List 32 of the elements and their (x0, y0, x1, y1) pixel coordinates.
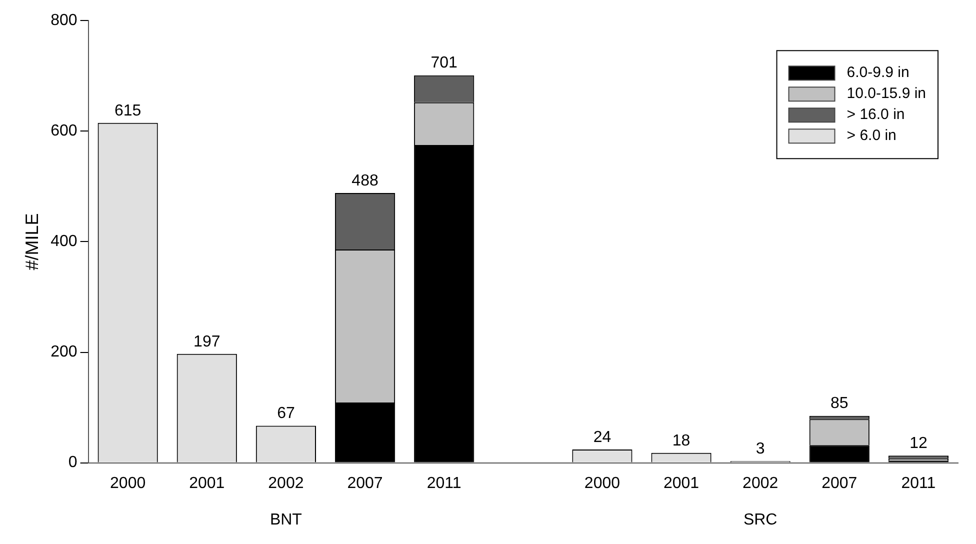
x-tick-label: 2000 (584, 474, 620, 492)
total-label: 615 (114, 102, 142, 120)
total-label: 3 (756, 440, 765, 458)
x-tick-label: 2007 (822, 474, 858, 492)
y-tick-label: 600 (50, 122, 78, 140)
text: SRC (743, 511, 778, 528)
x-tick-label: 2001 (663, 474, 700, 492)
y-axis-title: #/MILE (22, 213, 42, 270)
y-tick-label: 800 (50, 12, 78, 30)
x-tick-label: 2002 (268, 474, 304, 492)
total-label: 18 (672, 432, 690, 450)
total-label: 24 (593, 428, 612, 446)
legend-label: > 16.0 in (846, 106, 905, 124)
total-label: 12 (910, 435, 928, 452)
legend-label: 10.0-15.9 in (846, 85, 926, 102)
x-tick-label: 2007 (347, 474, 383, 492)
x-tick-label: 2011 (901, 474, 936, 492)
x-tick-label: 2011 (426, 474, 462, 492)
x-tick-label: 2002 (742, 474, 778, 492)
total-label: 701 (430, 54, 458, 72)
x-tick-label: 2001 (189, 474, 225, 492)
total-label: 197 (194, 333, 220, 350)
text: BNT (270, 511, 302, 528)
y-tick-label: 200 (50, 344, 78, 361)
legend-label: 6.0-9.9 in (846, 64, 910, 82)
y-tick-label: 0 (68, 454, 78, 472)
total-label: 67 (277, 405, 295, 422)
total-label: 488 (352, 172, 378, 190)
x-tick-label: 2000 (110, 474, 146, 492)
legend-label: > 6.0 in (846, 127, 896, 144)
total-label: 85 (830, 395, 848, 412)
y-tick-label: 400 (50, 233, 78, 250)
